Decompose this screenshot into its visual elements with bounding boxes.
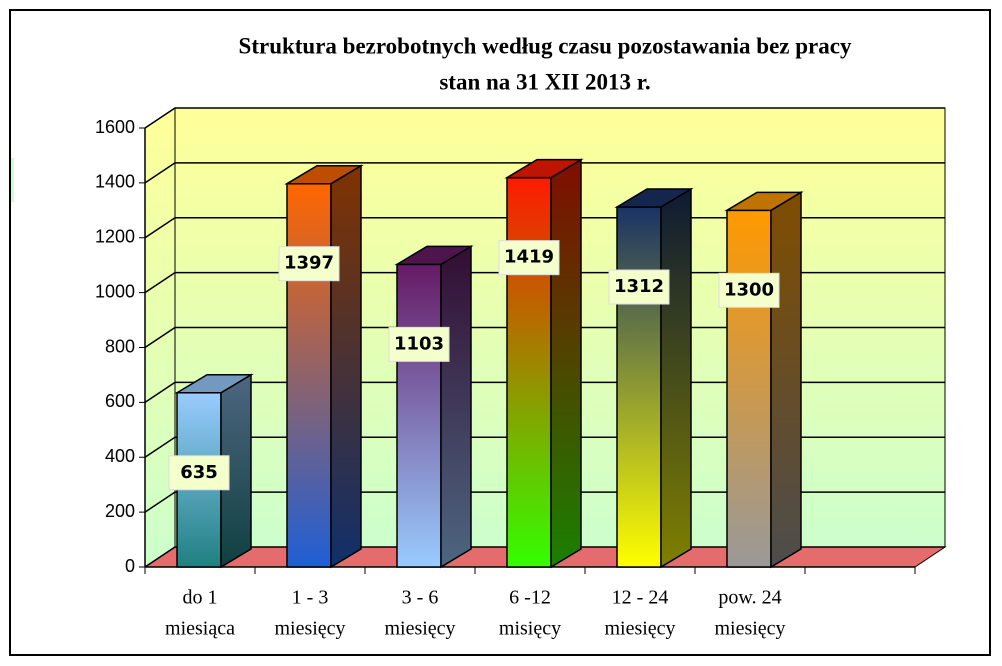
chart-subtitle: stan na 31 XII 2013 r. [439,69,650,94]
bar [396,263,442,568]
bar [616,206,662,568]
y-tick-label: 1000 [95,281,135,301]
value-label: 1312 [614,276,664,297]
bar-side [440,245,472,569]
y-tick-label: 800 [105,336,135,356]
value-label-box [718,272,780,308]
x-tick-label: miesiąca [165,618,235,640]
bar-top [174,374,254,394]
bar [506,176,552,568]
x-tick-label: pow. 24 [718,587,781,609]
x-tick-label: misięcy [499,618,561,640]
bar-top [614,188,694,208]
bar-top [394,245,474,266]
x-tick-label: miesięcy [604,618,675,640]
bar-side [550,158,582,569]
y-tick-label: 1600 [95,117,135,137]
bar-side [770,190,802,569]
x-tick-label: 3 - 6 [402,587,439,609]
bar-top [724,191,804,212]
x-tick-label: miesięcy [714,618,785,640]
grid-line [144,107,945,129]
y-tick-label: 1400 [95,172,135,192]
y-tick-label: 1200 [95,227,135,247]
x-tick-label: do 1 [183,587,218,609]
x-tick-label: miesięcy [384,618,455,640]
bar [726,209,772,568]
value-label: 1103 [394,333,444,354]
value-label-box [608,269,670,305]
x-tick-label: 6 -12 [509,587,551,609]
value-label-box [168,455,230,491]
value-label-box [388,326,450,362]
value-label: 1300 [724,279,774,300]
value-label: 635 [180,462,218,483]
y-tick-label: 0 [125,556,135,576]
value-label-box [278,246,340,282]
bar-top [284,164,364,185]
value-label: 1419 [504,247,554,268]
bar [286,182,332,568]
y-tick-label: 600 [105,391,135,411]
y-tick-label: 400 [105,446,135,466]
bar-side [660,187,692,569]
grid-line [144,162,945,184]
value-label-box [498,240,560,276]
x-tick-label: miesięcy [274,618,345,640]
chart-title: Struktura bezrobotnych według czasu pozo… [239,33,852,58]
x-tick-label: 1 - 3 [292,587,329,609]
bar-top [504,158,584,179]
y-tick-label: 200 [105,501,135,521]
value-label: 1397 [284,253,334,274]
bar-side [330,164,362,569]
decor [11,158,14,202]
x-tick-label: 12 - 24 [612,587,669,609]
